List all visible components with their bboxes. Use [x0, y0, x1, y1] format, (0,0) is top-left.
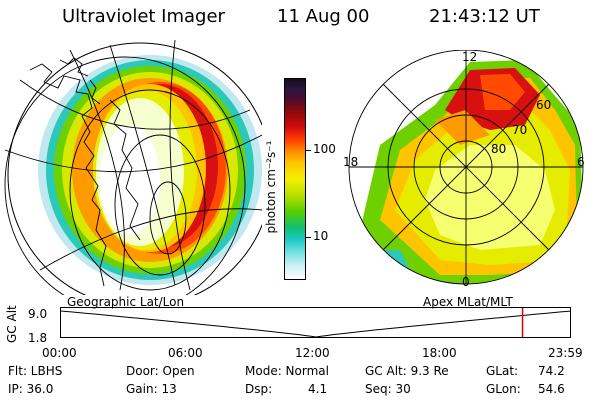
status-gain: Gain: 13 — [126, 382, 177, 396]
status-dsp-label: Dsp: — [245, 382, 273, 396]
mlat-label-70: 70 — [512, 123, 527, 137]
mlt-label-6: 6 — [577, 155, 585, 169]
mlt-label-0: 0 — [462, 275, 470, 289]
status-glon-label: GLon: — [486, 382, 521, 396]
altitude-timeline — [60, 307, 572, 338]
timeline-xtick-1800: 18:00 — [422, 346, 457, 360]
geographic-caption: Geographic Lat/Lon — [67, 295, 185, 309]
status-door: Door: Open — [126, 364, 195, 378]
timeline-xtick-0600: 06:00 — [168, 346, 203, 360]
apex-caption: Apex MLat/MLT — [423, 295, 513, 309]
instrument-title: Ultraviolet Imager — [62, 6, 225, 27]
colorbar-unit-label: photon cm⁻²s⁻¹ — [264, 140, 278, 234]
status-gc-alt: GC Alt: 9.3 Re — [365, 364, 449, 378]
status-ip: IP: 36.0 — [8, 382, 54, 396]
colorbar — [284, 78, 306, 280]
status-glon-value: 54.6 — [538, 382, 565, 396]
colorbar-tick-10 — [305, 237, 311, 238]
status-dsp-value: 4.1 — [308, 382, 328, 396]
geographic-image — [4, 40, 262, 295]
polar-plot: 12 18 6 0 60 70 80 — [343, 50, 585, 289]
timeline-xtick-1200: 12:00 — [295, 346, 330, 360]
status-mode: Mode: Normal — [245, 364, 329, 378]
coastline-overlay — [29, 57, 141, 287]
status-glat-label: GLat: — [486, 364, 519, 378]
status-glat-value: 74.2 — [538, 364, 565, 378]
status-seq: Seq: 30 — [365, 382, 411, 396]
status-filter: Flt: LBHS — [8, 364, 63, 378]
timeline-xtick-2359: 23:59 — [548, 346, 583, 360]
timeline-ytick-9: 9.0 — [28, 307, 48, 321]
mlt-label-12: 12 — [462, 50, 477, 64]
mlat-label-60: 60 — [536, 98, 551, 112]
timeline-ytick-1: 1.8 — [28, 331, 48, 345]
colorbar-label-10: 10 — [313, 229, 329, 243]
mlat-label-80: 80 — [491, 142, 506, 156]
timeline-ylabel: GC Alt — [5, 305, 19, 343]
observation-time: 21:43:12 UT — [429, 6, 540, 27]
colorbar-tick-100 — [305, 150, 311, 151]
colorbar-label-100: 100 — [313, 142, 336, 156]
colorbar-gradient — [285, 79, 305, 279]
observation-date: 11 Aug 00 — [277, 6, 370, 27]
mlt-label-18: 18 — [343, 155, 358, 169]
timeline-xtick-0000: 00:00 — [42, 346, 77, 360]
